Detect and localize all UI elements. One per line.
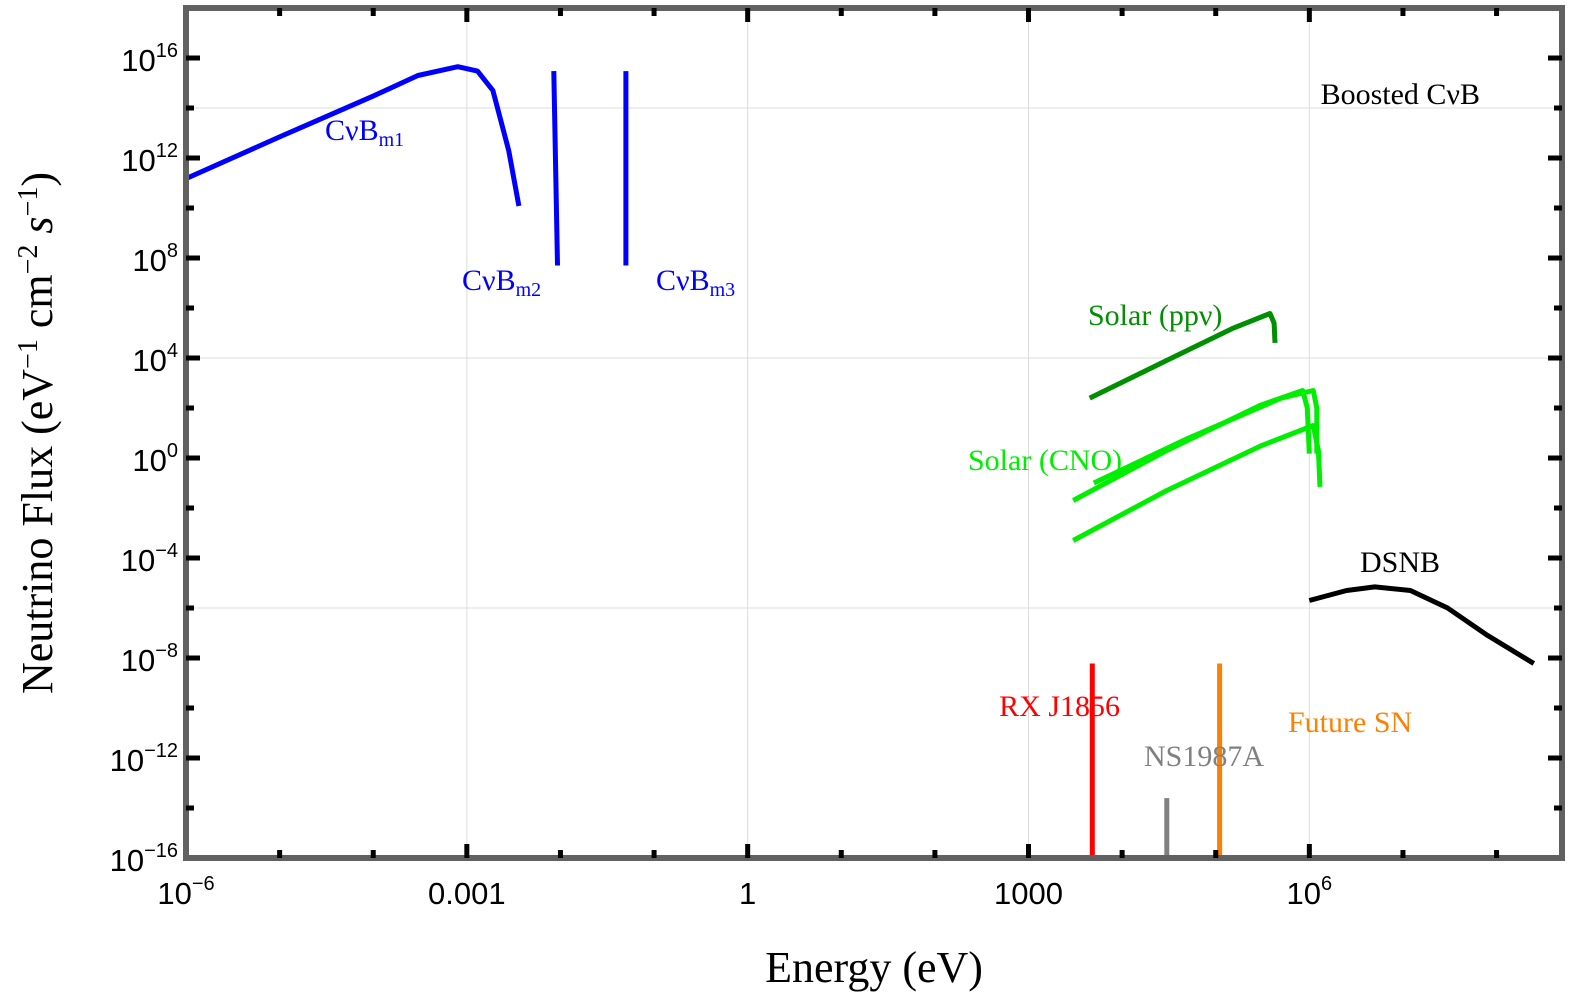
series-layer bbox=[184, 64, 1536, 858]
annotation-boosted-cvb: Boosted CνB bbox=[1321, 78, 1480, 111]
series-line-solar-pp bbox=[1088, 311, 1278, 401]
series-line-cvb-m1 bbox=[184, 64, 522, 207]
y-tick-label: 10−4 bbox=[121, 540, 178, 578]
y-tick-label: 100 bbox=[132, 440, 178, 478]
series-label-dsnb: DSNB bbox=[1360, 546, 1440, 579]
x-tick-label: 10−6 bbox=[157, 873, 214, 911]
y-tick-label: 10−8 bbox=[121, 640, 178, 678]
x-tick-labels: 10−6 0.001 1 1000 106 bbox=[157, 873, 1332, 911]
x-tick-label: 1000 bbox=[994, 876, 1063, 911]
series-label-cvb-m3: CνBm3 bbox=[656, 264, 735, 301]
series-label-future-sn: Future SN bbox=[1288, 706, 1412, 739]
x-tick-label: 106 bbox=[1287, 873, 1333, 911]
y-tick-label: 10−16 bbox=[110, 840, 178, 878]
series-line-dsnb bbox=[1308, 584, 1536, 666]
y-tick-label: 1012 bbox=[121, 140, 178, 178]
plot-frame bbox=[183, 5, 1565, 861]
y-tick-label: 108 bbox=[132, 240, 178, 278]
y-tick-label: 1016 bbox=[121, 40, 178, 78]
series-label-solar-cno-1: Solar (CNO) bbox=[968, 444, 1122, 477]
y-tick-labels: 10−16 10−12 10−8 10−4 100 104 108 1012 1016 bbox=[110, 40, 178, 878]
series-label-solar-pp: Solar (ppν) bbox=[1088, 299, 1222, 332]
y-axis-label: Neutrino Flux (eV−1 cm−2 s−1) bbox=[13, 172, 63, 694]
series-label-ns1987a: NS1987A bbox=[1144, 740, 1264, 773]
series-line-cvb-m2 bbox=[551, 71, 560, 266]
series-label-cvb-m1: CνBm1 bbox=[325, 114, 404, 151]
x-tick-label: 1 bbox=[739, 876, 756, 911]
tick-marks bbox=[186, 8, 1562, 858]
grid-lines bbox=[186, 8, 1562, 858]
series-line-solar-cno-2 bbox=[1072, 388, 1312, 503]
series-line-solar-cno-3 bbox=[1072, 423, 1323, 543]
x-axis-label: Energy (eV) bbox=[765, 943, 983, 992]
y-tick-label: 10−12 bbox=[110, 740, 178, 778]
y-tick-label: 104 bbox=[132, 340, 178, 378]
series-labels: CνBm1 CνBm2 CνBm3 Solar (ppν) Solar (CNO) DSN… bbox=[325, 78, 1480, 773]
series-label-rx-j1856: RX J1856 bbox=[999, 690, 1120, 723]
series-label-cvb-m2: CνBm2 bbox=[462, 264, 541, 301]
x-tick-label: 0.001 bbox=[428, 876, 506, 911]
